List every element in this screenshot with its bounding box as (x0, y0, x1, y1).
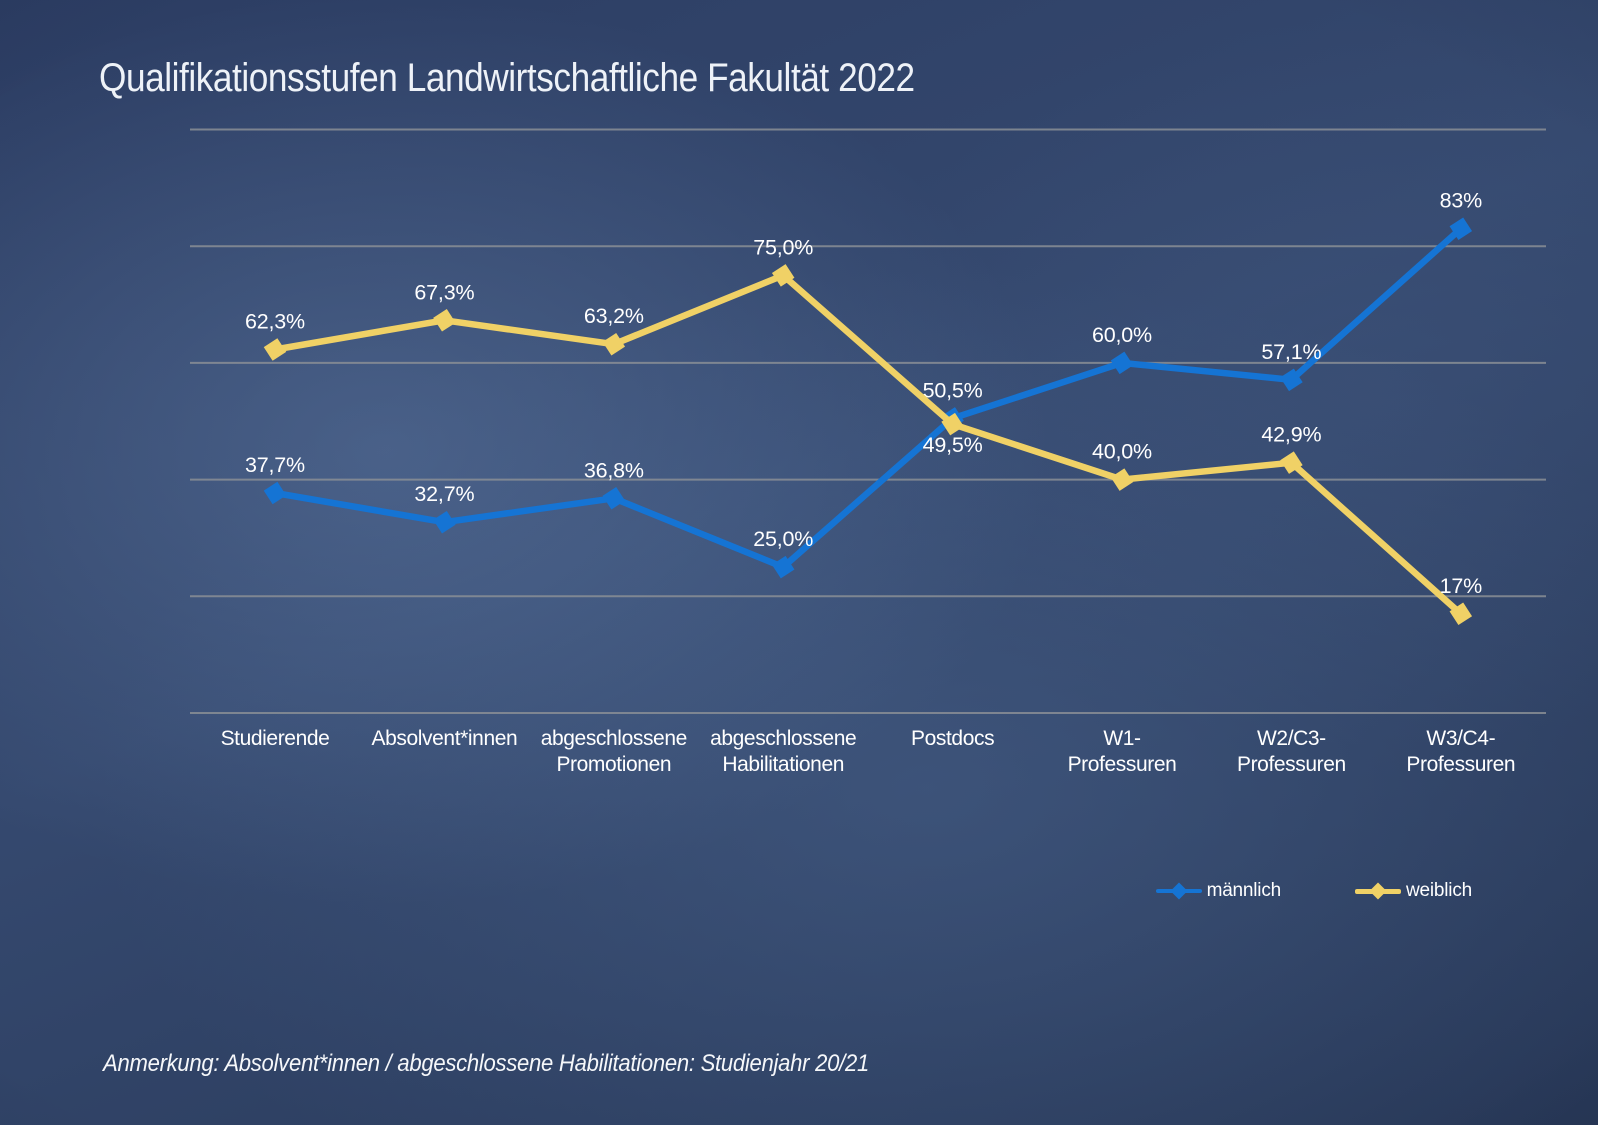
data-label-männlich: 36,8% (584, 458, 644, 482)
data-label-weiblich: 63,2% (584, 304, 644, 328)
legend-maennlich-label: männlich (1206, 880, 1282, 901)
data-point-marker-weiblich (941, 412, 964, 436)
footnote: Anmerkung: Absolvent*innen / abgeschloss… (103, 1050, 869, 1077)
data-point-marker-männlich (433, 510, 456, 534)
gridlines (190, 128, 1546, 714)
data-point-marker-weiblich (433, 309, 456, 332)
data-label-männlich: 57,1% (1261, 340, 1321, 364)
legend-item-weiblich: weiblich (1355, 880, 1472, 902)
x-axis-label: W1-Professuren (1068, 727, 1177, 776)
chart-legend: männlich weiblich (1155, 880, 1472, 902)
series-männlich: 37,7% 32,7% 36,8% 25,0% 50,5% 60,0% 57,1% 83% (245, 189, 1483, 579)
chart-title: Qualifikationsstufen Landwirtschaftliche… (99, 56, 915, 100)
data-point-marker-weiblich (1110, 468, 1134, 491)
data-point-marker-weiblich (263, 338, 287, 361)
data-label-weiblich: 17% (1440, 574, 1483, 598)
legend-item-maennlich: männlich (1155, 880, 1282, 902)
data-point-marker-männlich (1110, 351, 1134, 375)
legend-maennlich-line-marker-icon (1155, 882, 1202, 900)
data-point-marker-männlich (771, 555, 795, 579)
data-point-marker-männlich (1449, 217, 1473, 240)
data-label-weiblich: 42,9% (1261, 423, 1321, 447)
data-label-männlich: 60,0% (1092, 323, 1152, 347)
data-label-männlich: 32,7% (414, 482, 474, 506)
data-point-marker-männlich (263, 481, 287, 505)
legend-weiblich-line-marker-icon (1355, 882, 1401, 900)
x-axis-label: W3/C4-Professuren (1406, 727, 1515, 776)
series-weiblich: 62,3% 67,3% 63,2% 75,0% 49,5% 40,0% 42,9% 17% (245, 235, 1483, 626)
data-label-männlich: 50,5% (923, 378, 983, 402)
data-point-marker-weiblich (1449, 602, 1473, 626)
x-axis-label: Absolvent*innen (372, 727, 518, 750)
data-point-marker-weiblich (1280, 451, 1303, 474)
series-line-weiblich (271, 272, 1465, 618)
data-label-männlich: 25,0% (753, 527, 813, 551)
legend-weiblich-label: weiblich (1406, 880, 1472, 901)
series-line-männlich (271, 225, 1465, 571)
data-point-marker-männlich (1280, 368, 1303, 392)
data-label-weiblich: 40,0% (1092, 440, 1152, 464)
x-axis-label: Postdocs (911, 727, 994, 750)
data-point-marker-weiblich (602, 332, 626, 356)
data-point-marker-weiblich (771, 264, 795, 287)
data-label-weiblich: 67,3% (414, 280, 474, 304)
data-point-marker-männlich (941, 407, 964, 430)
data-label-weiblich: 62,3% (245, 309, 305, 333)
data-label-weiblich: 75,0% (753, 235, 813, 259)
x-axis-label: W2/C3-Professuren (1237, 727, 1346, 776)
x-axis-label: abgeschlossene Habilitationen (710, 727, 856, 776)
data-label-männlich: 37,7% (245, 453, 305, 477)
data-label-weiblich: 49,5% (923, 433, 983, 457)
data-point-marker-männlich (602, 487, 626, 510)
x-axis-label: Studierende (221, 727, 330, 750)
x-axis-labels: Studierende Absolvent*innen abgeschlossene… (221, 727, 1516, 776)
x-axis-label: abgeschlossene Promotionen (541, 727, 687, 776)
data-label-männlich: 83% (1440, 189, 1483, 213)
